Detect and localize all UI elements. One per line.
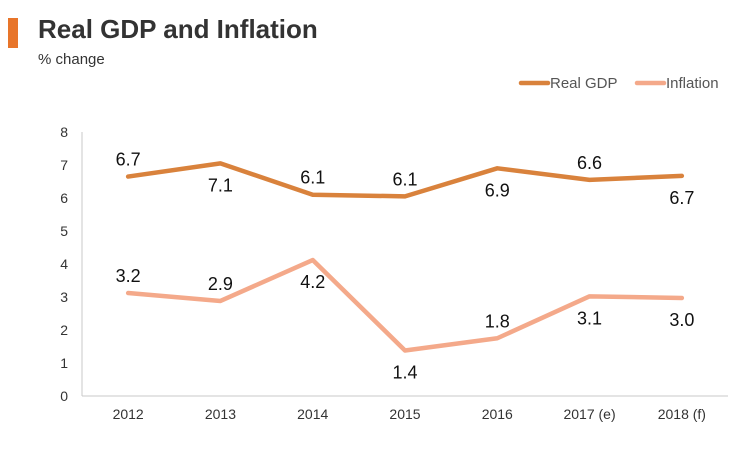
chart-title: Real GDP and Inflation xyxy=(38,14,318,44)
x-tick-label: 2012 xyxy=(113,406,144,422)
data-label: 6.1 xyxy=(300,168,325,188)
y-tick-label: 3 xyxy=(60,289,68,305)
data-label: 1.8 xyxy=(485,311,510,331)
y-tick-label: 1 xyxy=(60,355,68,371)
data-label: 3.1 xyxy=(577,308,602,328)
data-label: 1.4 xyxy=(392,362,417,382)
data-label: 7.1 xyxy=(208,175,233,195)
series-line-inflation xyxy=(125,257,685,353)
series-line-real-gdp xyxy=(125,161,685,199)
y-tick-label: 7 xyxy=(60,157,68,173)
data-label: 3.0 xyxy=(669,310,694,330)
x-tick-label: 2014 xyxy=(297,406,328,422)
x-tick-label: 2017 (e) xyxy=(563,406,615,422)
title-accent-bar xyxy=(8,18,18,48)
x-tick-label: 2018 (f) xyxy=(658,406,706,422)
data-label: 6.9 xyxy=(485,180,510,200)
y-tick-label: 0 xyxy=(60,388,68,404)
data-label: 6.7 xyxy=(669,188,694,208)
legend-label: Real GDP xyxy=(550,75,618,92)
x-tick-label: 2015 xyxy=(389,406,420,422)
data-label: 4.2 xyxy=(300,272,325,292)
data-label: 6.6 xyxy=(577,153,602,173)
data-label: 6.1 xyxy=(392,169,417,189)
y-tick-label: 6 xyxy=(60,190,68,206)
y-tick-label: 8 xyxy=(60,124,68,140)
data-label: 6.7 xyxy=(116,150,141,170)
y-tick-label: 4 xyxy=(60,256,68,272)
data-label: 2.9 xyxy=(208,274,233,294)
y-tick-label: 2 xyxy=(60,322,68,338)
legend-label: Inflation xyxy=(666,75,719,92)
chart-subtitle: % change xyxy=(38,51,105,68)
x-tick-label: 2016 xyxy=(482,406,513,422)
data-label: 3.2 xyxy=(116,266,141,286)
x-tick-label: 2013 xyxy=(205,406,236,422)
y-tick-label: 5 xyxy=(60,223,68,239)
